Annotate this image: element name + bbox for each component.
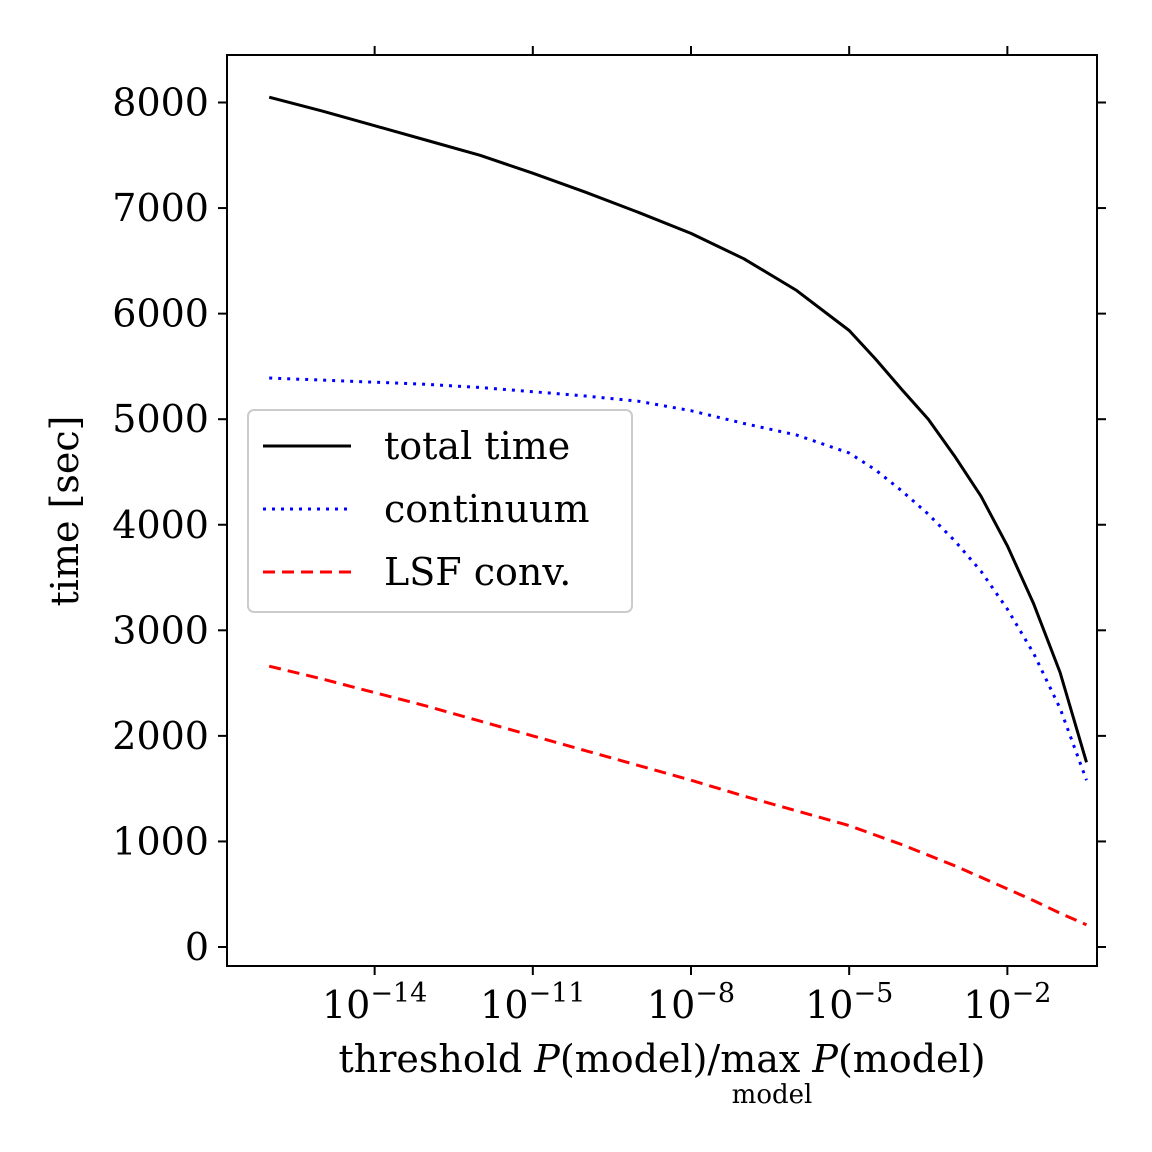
legend-label-continuum: continuum (384, 487, 590, 531)
x-tick-label: 10−5 (805, 978, 893, 1027)
y-tick-label: 5000 (112, 397, 209, 441)
x-axis-title: threshold P(model)/max P(model) (338, 1037, 985, 1081)
y-axis-title: time [sec] (43, 416, 87, 607)
x-tick-label: 10−2 (963, 978, 1051, 1027)
y-tick-label: 0 (185, 925, 209, 969)
y-tick-label: 3000 (112, 608, 209, 652)
y-tick-label: 8000 (112, 81, 209, 125)
x-axis-title-p1: P (533, 1037, 561, 1081)
y-tick-label: 4000 (112, 503, 209, 547)
ticks-layer: 0 1000 2000 3000 4000 5000 6000 7000 8000 10−14 10… (112, 46, 1106, 1027)
series-layer (268, 95, 1088, 927)
x-axis-title-subscript: model (732, 1080, 813, 1110)
legend-box (247, 409, 633, 613)
y-tick-label: 6000 (112, 292, 209, 336)
y-tick-label: 2000 (112, 714, 209, 758)
x-tick-label: 10−8 (647, 978, 735, 1027)
y-tick-label: 7000 (112, 186, 209, 230)
x-axis-title-suffix: (model) (838, 1037, 986, 1081)
x-axis-title-prefix: threshold (338, 1037, 534, 1081)
series-line-lsf-conv (268, 664, 1088, 927)
x-axis-title-p2: P (811, 1037, 839, 1081)
series-line-continuum (269, 376, 1088, 781)
series-line-total-time (268, 95, 1088, 763)
x-tick-label: 10−14 (322, 978, 427, 1027)
legend-label-lsf-conv: LSF conv. (384, 550, 571, 594)
plot-frame (226, 54, 1098, 967)
x-axis-title-mid: (model)/max (560, 1037, 813, 1081)
y-tick-label: 1000 (112, 819, 209, 863)
legend: total time continuum LSF conv. (247, 409, 633, 613)
x-tick-label: 10−11 (480, 978, 585, 1027)
legend-label-total-time: total time (384, 424, 570, 468)
